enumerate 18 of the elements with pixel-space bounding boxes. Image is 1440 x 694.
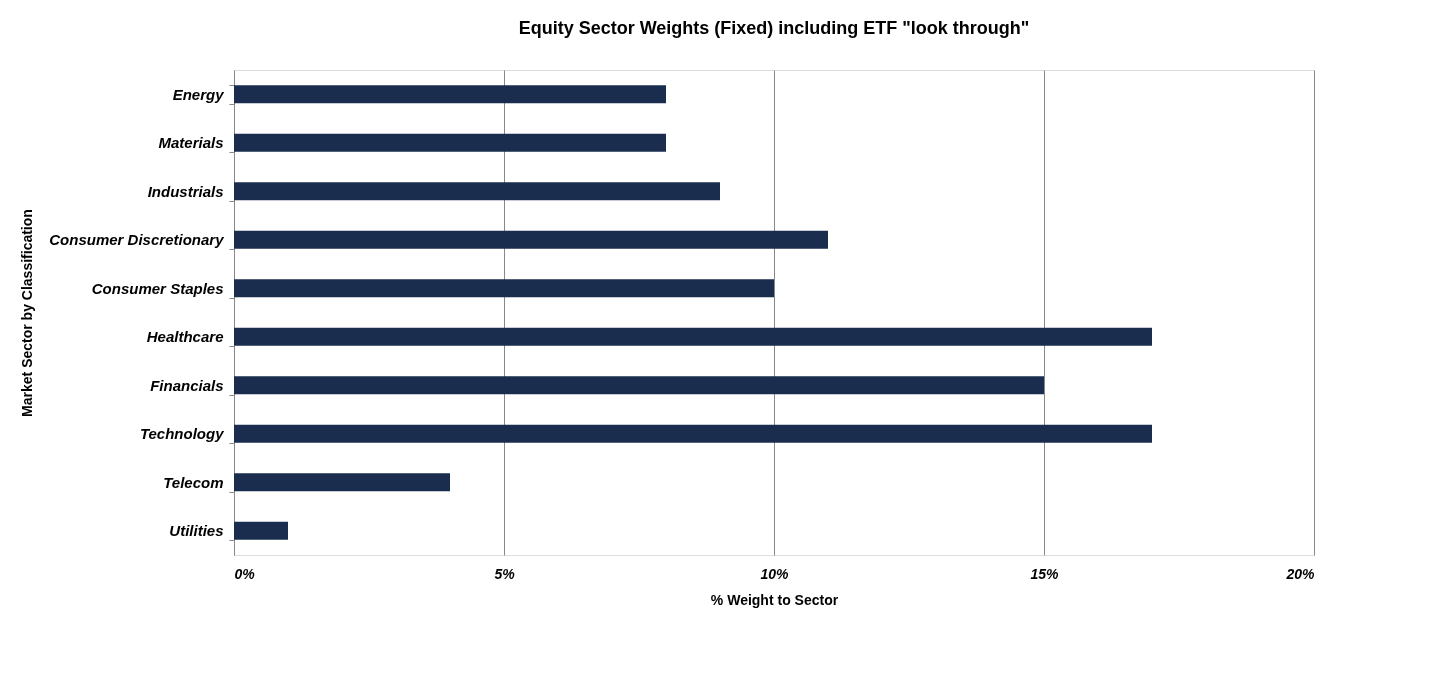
y-tick-label: Consumer Staples	[91, 279, 224, 297]
x-tick-label: 5%	[494, 565, 516, 582]
y-axis-title: Market Sector by Classification	[19, 209, 36, 417]
y-tick-label: Energy	[172, 85, 225, 103]
chart-title: Equity Sector Weights (Fixed) including ETF "look through"	[518, 18, 1030, 38]
x-tick-label: 0%	[234, 565, 256, 582]
y-tick-label: Consumer Discretionary	[49, 231, 225, 249]
y-tick-label: Industrials	[147, 182, 224, 200]
y-tick-label: Materials	[158, 134, 224, 152]
y-tick-label: Utilities	[169, 522, 224, 540]
x-tick-label: 15%	[1030, 565, 1060, 582]
y-tick-label: Technology	[139, 425, 225, 443]
y-tick-label: Healthcare	[146, 328, 224, 346]
y-tick-label: Telecom	[163, 473, 224, 491]
y-tick-label: Financials	[150, 376, 224, 394]
x-tick-label: 10%	[760, 565, 790, 582]
x-axis-title: % Weight to Sector	[710, 591, 839, 608]
x-tick-label: 20%	[1285, 565, 1316, 582]
